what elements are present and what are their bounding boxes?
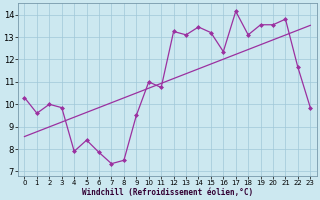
X-axis label: Windchill (Refroidissement éolien,°C): Windchill (Refroidissement éolien,°C)	[82, 188, 253, 197]
